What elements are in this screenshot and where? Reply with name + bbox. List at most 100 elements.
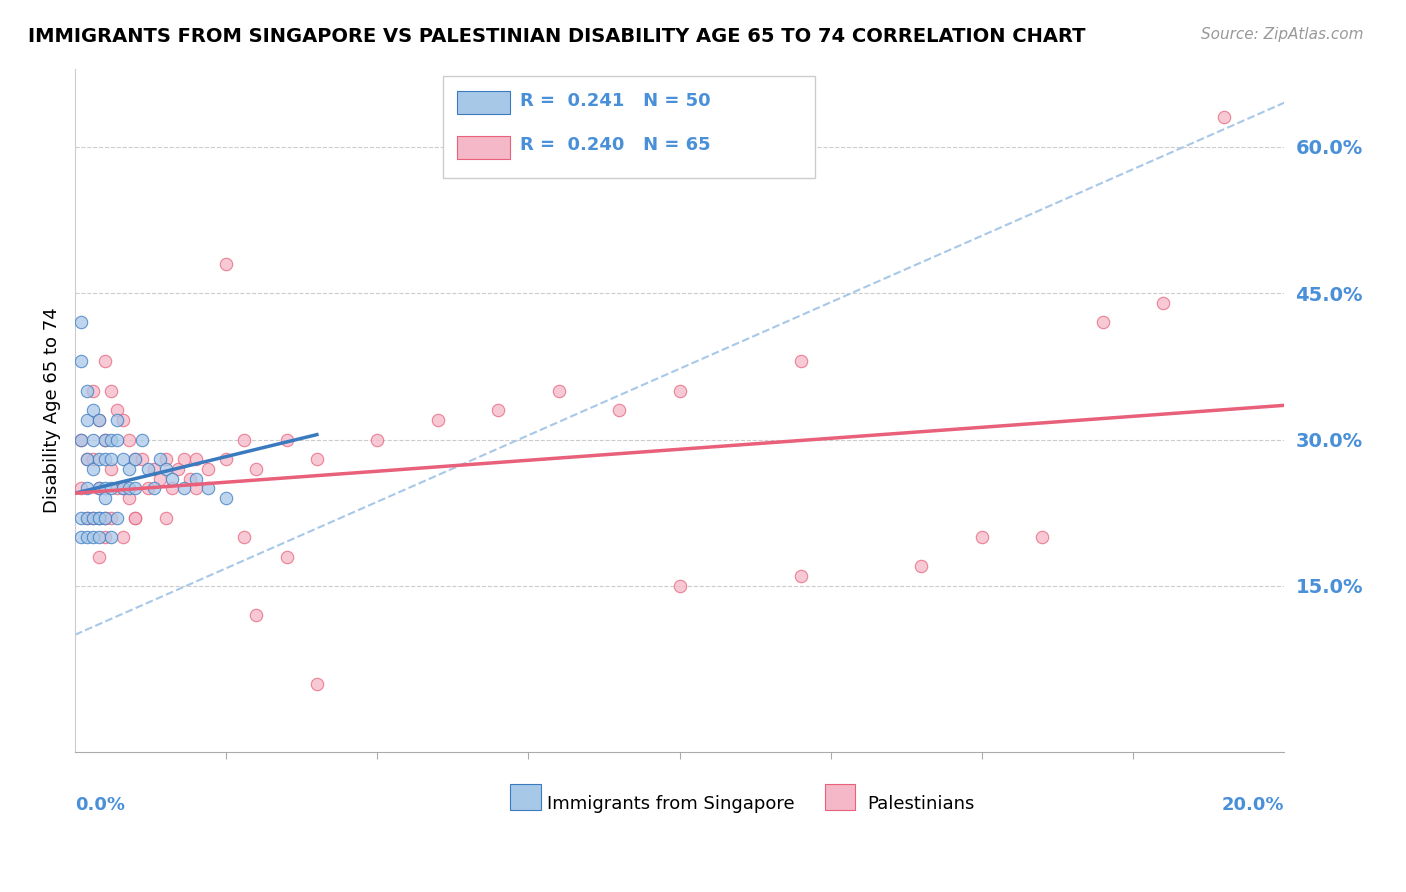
- Point: [94, 510, 117, 524]
- Point: [118, 433, 141, 447]
- Point: [184, 481, 207, 495]
- Point: [82, 403, 104, 417]
- Point: [89, 530, 111, 544]
- Point: [136, 481, 159, 495]
- Point: [215, 491, 238, 505]
- Point: [118, 491, 141, 505]
- Point: [100, 510, 122, 524]
- Point: [179, 471, 201, 485]
- Point: [160, 481, 183, 495]
- Point: [136, 462, 159, 476]
- Point: [197, 462, 219, 476]
- Point: [155, 510, 177, 524]
- Point: [89, 549, 111, 564]
- Point: [76, 510, 98, 524]
- Point: [82, 452, 104, 467]
- Point: [100, 530, 122, 544]
- Point: [124, 452, 146, 467]
- Point: [233, 433, 256, 447]
- Point: [105, 481, 128, 495]
- Point: [112, 481, 135, 495]
- Point: [112, 413, 135, 427]
- Point: [94, 452, 117, 467]
- Point: [789, 569, 811, 583]
- Point: [94, 433, 117, 447]
- Point: [89, 413, 111, 427]
- Point: [245, 462, 267, 476]
- Point: [100, 433, 122, 447]
- Text: IMMIGRANTS FROM SINGAPORE VS PALESTINIAN DISABILITY AGE 65 TO 74 CORRELATION CHA: IMMIGRANTS FROM SINGAPORE VS PALESTINIAN…: [28, 27, 1085, 45]
- Point: [668, 579, 690, 593]
- Point: [105, 413, 128, 427]
- Point: [486, 403, 509, 417]
- Point: [149, 452, 172, 467]
- Point: [173, 481, 195, 495]
- Point: [1091, 315, 1114, 329]
- Point: [142, 481, 165, 495]
- Point: [155, 452, 177, 467]
- Point: [305, 676, 328, 690]
- Point: [112, 481, 135, 495]
- Point: [215, 257, 238, 271]
- Point: [94, 491, 117, 505]
- Point: [131, 433, 153, 447]
- Point: [82, 510, 104, 524]
- Point: [607, 403, 630, 417]
- Y-axis label: Disability Age 65 to 74: Disability Age 65 to 74: [44, 308, 60, 513]
- Point: [94, 481, 117, 495]
- Point: [82, 530, 104, 544]
- Point: [215, 452, 238, 467]
- Point: [197, 481, 219, 495]
- Point: [89, 481, 111, 495]
- Point: [82, 462, 104, 476]
- Point: [76, 384, 98, 398]
- Point: [910, 559, 932, 574]
- Point: [76, 452, 98, 467]
- Point: [155, 462, 177, 476]
- Point: [76, 413, 98, 427]
- Point: [100, 384, 122, 398]
- Point: [100, 481, 122, 495]
- Point: [1152, 295, 1174, 310]
- Point: [89, 413, 111, 427]
- Point: [142, 462, 165, 476]
- Point: [94, 433, 117, 447]
- Point: [70, 433, 93, 447]
- Text: 20.0%: 20.0%: [1222, 797, 1284, 814]
- Point: [124, 510, 146, 524]
- Text: Source: ZipAtlas.com: Source: ZipAtlas.com: [1201, 27, 1364, 42]
- Point: [118, 462, 141, 476]
- Point: [276, 433, 298, 447]
- Point: [105, 403, 128, 417]
- Point: [70, 481, 93, 495]
- Point: [70, 433, 93, 447]
- Point: [89, 452, 111, 467]
- Point: [76, 510, 98, 524]
- Point: [89, 481, 111, 495]
- Point: [82, 510, 104, 524]
- Point: [70, 315, 93, 329]
- Point: [166, 462, 188, 476]
- Point: [112, 530, 135, 544]
- Point: [1212, 111, 1234, 125]
- Text: R =  0.240   N = 65: R = 0.240 N = 65: [520, 136, 711, 154]
- Point: [82, 384, 104, 398]
- Point: [100, 452, 122, 467]
- Point: [100, 462, 122, 476]
- Text: R =  0.241   N = 50: R = 0.241 N = 50: [520, 92, 711, 110]
- Point: [94, 510, 117, 524]
- Point: [184, 471, 207, 485]
- Point: [970, 530, 993, 544]
- Point: [276, 549, 298, 564]
- Point: [160, 471, 183, 485]
- Point: [547, 384, 569, 398]
- Point: [76, 530, 98, 544]
- Point: [668, 384, 690, 398]
- Point: [89, 510, 111, 524]
- Point: [366, 433, 388, 447]
- Point: [426, 413, 449, 427]
- Bar: [510, 784, 540, 810]
- Point: [245, 608, 267, 623]
- Point: [105, 510, 128, 524]
- Point: [105, 433, 128, 447]
